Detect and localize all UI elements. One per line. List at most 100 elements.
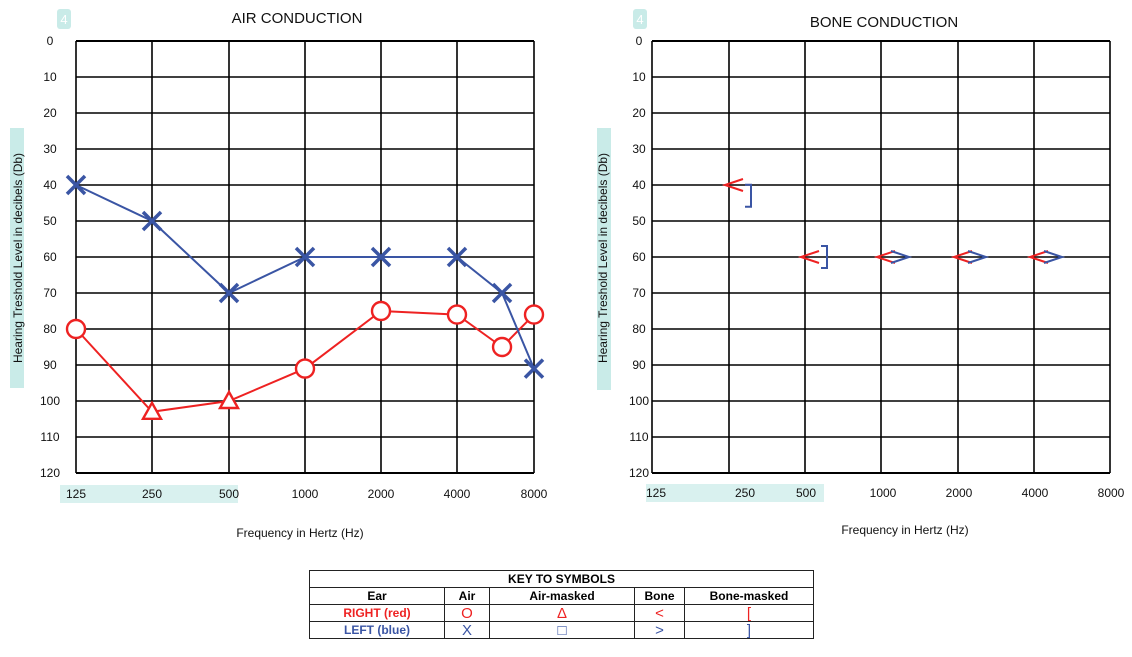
chart-title: BONE CONDUCTION xyxy=(810,14,958,31)
y-tick-label: 60 xyxy=(632,250,646,264)
triangle-marker xyxy=(140,400,164,420)
key-header-air: Air xyxy=(444,587,490,605)
x-tick-label: 125 xyxy=(646,486,666,500)
x-axis-label: Frequency in Hertz (Hz) xyxy=(236,526,363,540)
key-right-bone-masked-symbol: [ xyxy=(684,604,814,622)
grid xyxy=(651,40,1111,474)
y-axis-label: Hearing Treshold Level in decibels (Db) xyxy=(596,153,610,363)
right-bracket-marker xyxy=(745,183,752,208)
circle-marker xyxy=(65,318,87,340)
cross-marker xyxy=(218,282,240,304)
y-ticks: 0 10 20 30 40 50 60 70 80 90 100 110 120 xyxy=(629,34,649,480)
y-tick-label: 120 xyxy=(629,466,649,480)
series-markers xyxy=(65,174,545,420)
greater-than-marker xyxy=(890,250,913,264)
less-than-marker xyxy=(797,250,820,264)
y-ticks: 0 10 20 30 40 50 60 70 80 90 100 110 120 xyxy=(40,34,60,480)
key-header-ear: Ear xyxy=(309,587,445,605)
x-tick-label: 500 xyxy=(796,486,816,500)
less-than-marker xyxy=(950,250,973,264)
xticks-highlight xyxy=(60,485,238,503)
key-right-air-symbol: O xyxy=(444,604,490,622)
y-tick-label: 30 xyxy=(43,142,57,156)
series-markers xyxy=(721,178,1066,269)
badge-bg xyxy=(57,9,71,29)
y-tick-label: 80 xyxy=(632,322,646,336)
x-tick-label: 4000 xyxy=(444,487,471,501)
key-header-bone: Bone xyxy=(634,587,685,605)
y-tick-label: 120 xyxy=(40,466,60,480)
circle-marker xyxy=(294,358,316,379)
key-left-bone-symbol: > xyxy=(634,621,685,639)
air-conduction-chart: 4 AIR CONDUCTION Hearing Treshold Level … xyxy=(10,9,548,540)
y-tick-label: 90 xyxy=(43,358,57,372)
cross-marker xyxy=(141,210,163,232)
y-tick-label: 100 xyxy=(629,394,649,408)
x-ticks: 125 250 500 1000 2000 4000 8000 xyxy=(66,487,548,501)
x-tick-label: 1000 xyxy=(292,487,319,501)
x-tick-label: 500 xyxy=(219,487,239,501)
x-tick-label: 8000 xyxy=(1098,486,1125,500)
y-tick-label: 10 xyxy=(43,70,57,84)
y-tick-label: 40 xyxy=(43,178,57,192)
less-than-marker xyxy=(1026,250,1049,264)
ylabel-highlight xyxy=(597,128,611,390)
cross-marker xyxy=(294,246,316,268)
key-left-air-symbol: X xyxy=(444,621,490,639)
cross-marker xyxy=(370,246,392,268)
y-tick-label: 80 xyxy=(43,322,57,336)
key-left-bone-masked-symbol: ] xyxy=(684,621,814,639)
y-tick-label: 30 xyxy=(632,142,646,156)
x-tick-label: 250 xyxy=(142,487,162,501)
less-than-marker xyxy=(721,178,744,192)
greater-than-marker xyxy=(1043,250,1066,264)
key-right-air-masked-symbol: Δ xyxy=(489,604,635,622)
y-tick-label: 110 xyxy=(40,430,59,444)
cross-marker xyxy=(491,282,513,304)
y-tick-label: 90 xyxy=(632,358,646,372)
y-tick-label: 70 xyxy=(632,286,646,300)
key-title: KEY TO SYMBOLS xyxy=(309,570,814,588)
badge-bg xyxy=(633,9,647,29)
ylabel-highlight xyxy=(10,128,24,388)
key-header-bone-masked: Bone-masked xyxy=(684,587,814,605)
chart-title: AIR CONDUCTION xyxy=(232,10,363,27)
less-than-marker xyxy=(873,250,896,264)
key-to-symbols-table: KEY TO SYMBOLS Ear Air Air-masked Bone B… xyxy=(309,570,814,639)
badge-text: 4 xyxy=(636,12,643,27)
y-tick-label: 0 xyxy=(636,34,643,48)
y-tick-label: 50 xyxy=(43,214,57,228)
cross-marker xyxy=(446,246,468,268)
y-axis-label: Hearing Treshold Level in decibels (Db) xyxy=(11,153,25,363)
x-tick-label: 250 xyxy=(735,486,755,500)
x-tick-label: 125 xyxy=(66,487,86,501)
key-left-air-masked-symbol: □ xyxy=(489,621,635,639)
y-tick-label: 70 xyxy=(43,286,57,300)
key-row-left: LEFT (blue) X □ > ] xyxy=(309,621,814,639)
x-tick-label: 2000 xyxy=(946,486,973,500)
y-tick-label: 110 xyxy=(629,430,648,444)
cross-marker xyxy=(523,358,545,379)
key-right-bone-symbol: < xyxy=(634,604,685,622)
xticks-highlight xyxy=(646,484,824,502)
x-tick-label: 4000 xyxy=(1022,486,1049,500)
y-tick-label: 50 xyxy=(632,214,646,228)
x-tick-label: 8000 xyxy=(521,487,548,501)
x-axis-label: Frequency in Hertz (Hz) xyxy=(841,523,968,537)
key-header-air-masked: Air-masked xyxy=(489,587,635,605)
key-ear-left: LEFT (blue) xyxy=(309,621,445,639)
x-tick-label: 1000 xyxy=(870,486,897,500)
y-tick-label: 0 xyxy=(47,34,54,48)
key-ear-right: RIGHT (red) xyxy=(309,604,445,622)
y-tick-label: 40 xyxy=(632,178,646,192)
y-tick-label: 60 xyxy=(43,250,57,264)
circle-marker xyxy=(523,304,545,325)
y-tick-label: 20 xyxy=(43,106,57,120)
triangle-marker xyxy=(217,389,241,410)
circle-marker xyxy=(370,300,392,322)
y-tick-label: 10 xyxy=(632,70,646,84)
x-ticks: 125 250 500 1000 2000 4000 8000 xyxy=(646,486,1125,500)
cross-marker xyxy=(65,174,87,196)
circle-marker xyxy=(491,336,513,358)
badge-text: 4 xyxy=(60,12,67,27)
